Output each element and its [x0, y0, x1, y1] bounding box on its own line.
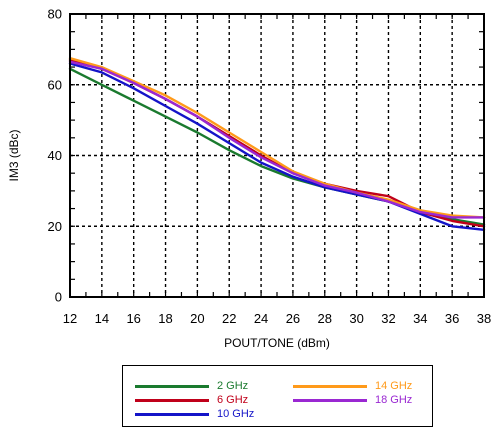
y-tick-label: 20 [48, 219, 62, 234]
grid-lines [70, 14, 484, 297]
x-tick-label: 16 [126, 311, 140, 326]
x-tick-label: 12 [63, 311, 77, 326]
x-tick-label: 22 [222, 311, 236, 326]
im3-line-chart: 12 14 16 18 20 22 24 26 28 30 32 34 36 38 0 20 40 60 80 PO… [7, 7, 492, 351]
series-line-18-ghz [68, 60, 486, 219]
tick-labels: 12 14 16 18 20 22 24 26 28 30 32 34 36 38 0 20 40 60 80 [48, 7, 492, 327]
legend-swatch [135, 385, 209, 388]
y-tick-label: 40 [48, 148, 62, 163]
x-tick-label: 20 [190, 311, 204, 326]
legend-swatch [135, 413, 209, 416]
x-tick-label: 14 [95, 311, 109, 326]
x-tick-label: 34 [413, 311, 427, 326]
y-tick-label: 60 [48, 77, 62, 92]
legend-label: 14 GHz [375, 380, 413, 392]
legend-label: 18 GHz [375, 394, 413, 406]
legend-label: 10 GHz [217, 408, 255, 420]
series-lines [68, 57, 486, 232]
x-tick-label: 38 [477, 311, 491, 326]
legend-label: 2 GHz [217, 380, 249, 392]
y-tick-label: 0 [55, 290, 62, 305]
plot-frame [69, 13, 485, 298]
x-axis-label: POUT/TONE (dBm) [224, 336, 330, 350]
x-tick-label: 36 [445, 311, 459, 326]
legend-label: 6 GHz [217, 394, 249, 406]
series-line-2-ghz [68, 67, 486, 226]
series-line-14-ghz [68, 57, 486, 219]
series-line-10-ghz [68, 62, 486, 232]
legend-swatch [293, 399, 367, 402]
x-tick-label: 26 [286, 311, 300, 326]
x-tick-label: 30 [349, 311, 363, 326]
legend-swatch [293, 385, 367, 388]
x-tick-label: 24 [254, 311, 268, 326]
x-tick-label: 18 [158, 311, 172, 326]
y-tick-label: 80 [48, 7, 62, 22]
y-axis-label: IM3 (dBc) [7, 129, 21, 181]
legend-swatch [135, 399, 209, 402]
legend: 2 GHz 6 GHz 10 GHz 14 GHz 18 GHz [122, 365, 433, 427]
x-tick-label: 32 [381, 311, 395, 326]
x-tick-label: 28 [318, 311, 332, 326]
